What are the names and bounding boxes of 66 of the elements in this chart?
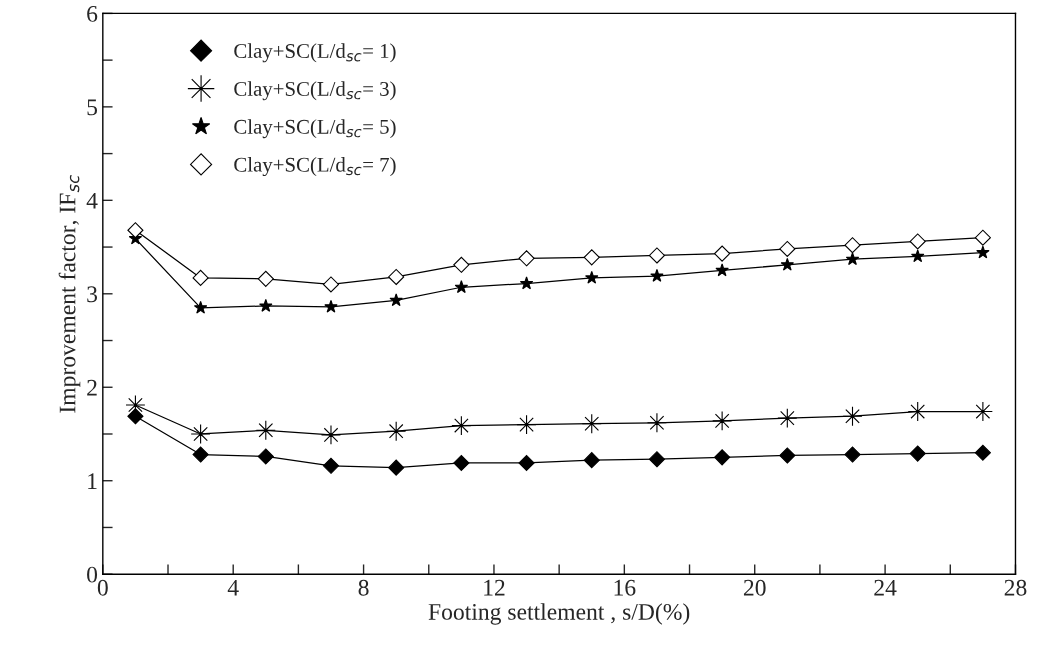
point [389, 293, 403, 307]
y-tick-label: 5 [87, 99, 98, 116]
point [974, 229, 991, 246]
point [322, 457, 340, 474]
point [322, 276, 340, 293]
point [779, 447, 796, 464]
point [583, 249, 600, 266]
point [842, 406, 863, 427]
y-axis-title: Improvement factor, IF$_{sc}$ [58, 174, 81, 413]
point [519, 276, 534, 290]
point [518, 250, 535, 267]
x-axis-title: Footing settlement , s/D(%) [428, 603, 690, 625]
point [388, 459, 405, 476]
point [324, 299, 338, 313]
point [454, 280, 469, 294]
point [257, 448, 274, 465]
point [518, 454, 535, 472]
point [909, 233, 926, 250]
point [650, 268, 664, 282]
point [972, 401, 993, 422]
point [715, 263, 729, 277]
point [127, 222, 144, 239]
y-tick-label: 2 [87, 379, 97, 396]
y-tick-label: 1 [88, 473, 97, 489]
point [648, 451, 666, 468]
legend-label: Clay+SC(L/d$_{sc}$= 5) [234, 119, 396, 139]
legend-label: Clay+SC(L/d$_{sc}$= 7) [234, 157, 396, 177]
point [320, 424, 341, 445]
point [583, 452, 600, 469]
x-tick-label: 8 [358, 579, 369, 596]
point [259, 298, 273, 312]
point [257, 270, 274, 287]
point [453, 256, 470, 273]
legend-label: Clay+SC(L/d$_{sc}$= 3) [234, 81, 396, 101]
point [777, 408, 798, 429]
point [127, 408, 144, 425]
x-tick-label: 24 [874, 579, 897, 596]
point [974, 444, 991, 461]
y-tick-label: 4 [86, 192, 98, 209]
point [845, 252, 860, 266]
point [388, 268, 405, 286]
legend-label: Clay+SC(L/d$_{sc}$= 1) [234, 43, 396, 63]
point [910, 249, 925, 263]
point [780, 257, 795, 271]
point [190, 423, 211, 444]
point [844, 237, 861, 254]
point [779, 240, 796, 257]
point [192, 269, 209, 286]
x-tick-label: 28 [1004, 579, 1027, 596]
point [714, 449, 731, 466]
point [714, 245, 731, 262]
y-tick-label: 6 [87, 5, 98, 22]
x-tick-label: 12 [484, 579, 505, 596]
point [193, 300, 208, 314]
point [453, 454, 470, 472]
x-tick-label: 20 [743, 579, 766, 596]
point [909, 445, 926, 462]
point [192, 446, 209, 463]
x-tick-label: 4 [227, 579, 239, 596]
x-tick-label: 16 [614, 579, 636, 596]
point [844, 446, 861, 463]
point [648, 247, 666, 264]
y-tick-label: 0 [87, 566, 98, 583]
y-tick-label: 3 [87, 286, 98, 303]
point [585, 270, 599, 284]
point [976, 245, 990, 259]
